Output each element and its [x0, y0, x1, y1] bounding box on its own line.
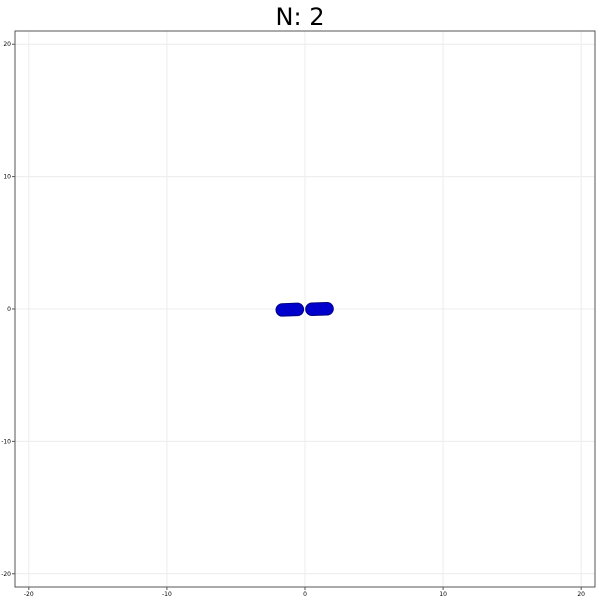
y-tick-label: -20: [1, 571, 11, 578]
x-tick-label: 20: [577, 591, 585, 598]
y-tick-label: -10: [1, 438, 11, 445]
capsule-particle: [275, 302, 305, 317]
y-tick-label: 0: [7, 306, 11, 313]
grid-layer: [15, 31, 595, 587]
y-tick-label: 10: [3, 174, 11, 181]
x-tick-label: -10: [162, 591, 172, 598]
x-tick-label: -20: [24, 591, 34, 598]
capsule-particle: [305, 302, 334, 316]
chart-title: N: 2: [275, 3, 325, 31]
x-tick-label: 10: [439, 591, 447, 598]
y-tick-label: 20: [3, 41, 11, 48]
tick-layer: -20 -10 0 10 20 -20 -10 0 10 20: [1, 41, 585, 598]
mark-layer: [275, 302, 334, 317]
x-tick-label: 0: [303, 591, 307, 598]
